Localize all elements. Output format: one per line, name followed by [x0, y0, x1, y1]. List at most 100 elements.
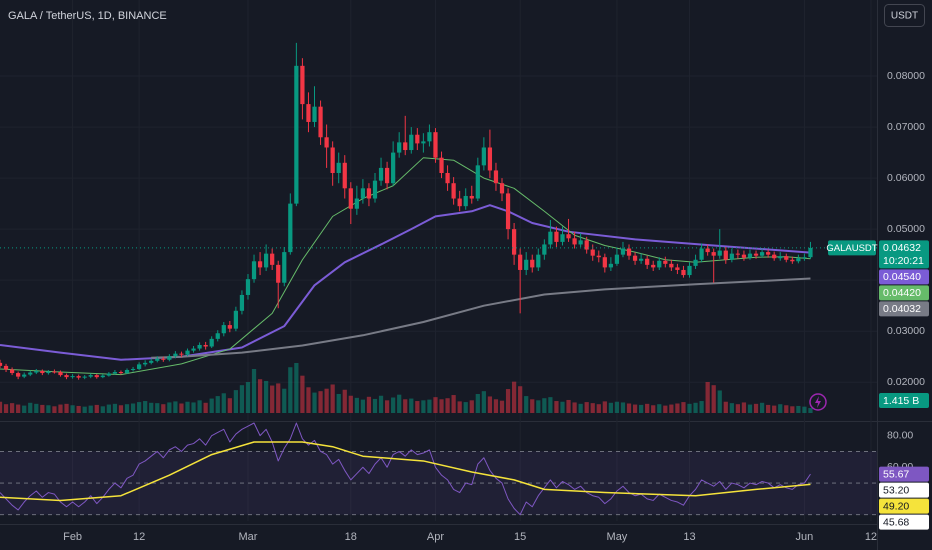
x-tick-label: 12: [133, 531, 145, 543]
alert-icon-bolt[interactable]: [815, 396, 821, 408]
candle-body: [693, 259, 698, 266]
volume-bar: [136, 402, 142, 413]
candle-body: [584, 240, 589, 250]
volume-bar: [596, 404, 601, 413]
volume-bar: [433, 397, 438, 413]
candle-body: [203, 344, 208, 347]
candle-body: [741, 254, 747, 258]
candle-body: [645, 258, 650, 265]
volume-bar: [614, 401, 620, 413]
volume-bar: [191, 402, 196, 413]
volume-bar: [282, 388, 287, 413]
volume-bar: [9, 403, 15, 413]
candle-body: [94, 375, 99, 378]
volume-bar: [735, 404, 741, 413]
volume-bar: [149, 402, 154, 413]
volume-bar: [384, 400, 390, 413]
candle-body: [34, 371, 39, 373]
y-tick-label: 0.07000: [887, 121, 925, 133]
candle-body: [288, 203, 293, 253]
candle-body: [705, 248, 710, 253]
volume-bar: [40, 404, 45, 413]
candle-body: [270, 253, 275, 265]
volume-bar: [572, 402, 577, 413]
volume-bar: [203, 402, 208, 413]
rsi-band-tag: 45.68: [883, 516, 909, 528]
volume-bar: [397, 394, 402, 413]
price-tag-bg: [879, 240, 929, 269]
candle-body: [614, 254, 620, 264]
volume-bar: [753, 403, 759, 413]
volume-bar: [209, 398, 214, 413]
volume-bar: [324, 388, 329, 413]
volume-bar: [499, 400, 505, 413]
candle-body: [173, 353, 178, 357]
candle-body: [245, 279, 251, 295]
volume-bar: [372, 398, 378, 413]
candle-body: [215, 333, 220, 339]
volume-bar: [632, 404, 638, 413]
candle-body: [451, 183, 456, 199]
currency-button-label[interactable]: USDT: [891, 11, 918, 22]
volume-bar: [421, 400, 426, 413]
volume-bar: [251, 368, 257, 413]
candle-body: [560, 234, 565, 242]
candle-body: [802, 257, 807, 259]
volume-bar: [566, 399, 571, 413]
y-tick-label: 0.02000: [887, 376, 925, 388]
candle-body: [58, 372, 63, 376]
candle-body: [518, 254, 523, 270]
candle-body: [572, 238, 577, 245]
rsi-tag: 49.20: [883, 500, 909, 512]
volume-bar: [475, 393, 480, 413]
candle-body: [415, 134, 420, 144]
candle-body: [657, 260, 662, 268]
volume-bar: [415, 401, 420, 413]
volume-bar: [487, 396, 493, 413]
volume-bar: [590, 403, 595, 413]
candle-body: [312, 106, 317, 122]
candle-body: [52, 371, 57, 373]
candle-body: [366, 188, 372, 199]
candle-body: [717, 250, 722, 256]
candle-body: [487, 147, 493, 171]
candle-body: [711, 252, 716, 256]
rsi-ma-line: [0, 441, 811, 502]
volume-bar: [693, 402, 698, 413]
volume-bar: [22, 405, 27, 413]
ma-tag: 0.04420: [883, 287, 921, 299]
candle-body: [681, 269, 686, 276]
x-tick-label: Feb: [63, 531, 82, 543]
volume-bar: [167, 402, 172, 413]
volume-bar: [185, 401, 190, 413]
volume-bar: [366, 396, 372, 413]
candle-body: [753, 253, 759, 256]
candle-body: [772, 254, 777, 259]
rsi-band-tag-bg: [879, 514, 929, 530]
volume-bar: [747, 404, 753, 413]
volume-bar: [759, 402, 765, 413]
volume-bar: [378, 395, 384, 413]
candle-body: [626, 248, 632, 256]
volume-bar: [687, 403, 692, 413]
currency-button[interactable]: [884, 4, 925, 27]
alert-icon[interactable]: [809, 393, 827, 411]
rsi-band-tag-bg: [879, 482, 929, 498]
volume-bar: [469, 400, 474, 413]
volume-bar: [699, 401, 704, 413]
volume-bar: [300, 375, 305, 413]
candle-body: [778, 256, 783, 259]
candle-body: [391, 152, 396, 184]
volume-bar: [802, 406, 807, 413]
candle-body: [40, 371, 45, 374]
volume-bar: [493, 399, 499, 413]
volume-bar: [276, 383, 281, 413]
volume-bar: [312, 392, 317, 413]
volume-bar: [3, 404, 9, 413]
candle-body: [354, 198, 359, 209]
candle-body: [22, 374, 27, 377]
volume-bar: [651, 405, 656, 413]
volume-bar: [439, 399, 444, 413]
volume-bar: [808, 408, 813, 413]
